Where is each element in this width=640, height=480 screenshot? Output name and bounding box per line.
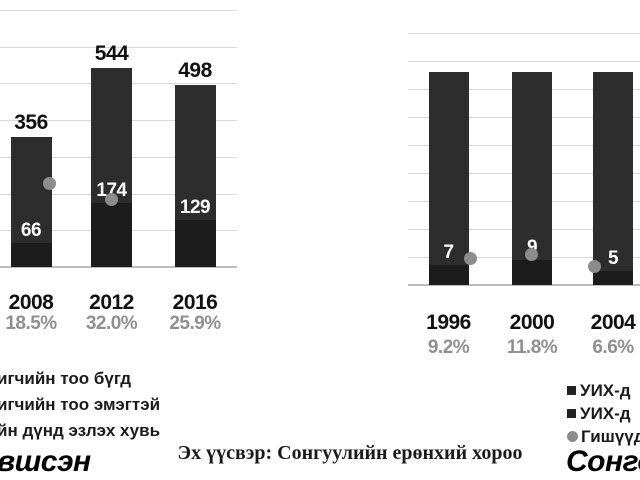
bar-female-segment-2008 <box>10 242 52 267</box>
x-axis-percent-label: 9.2% <box>427 337 470 358</box>
square-marker-icon <box>567 409 576 418</box>
legend-item-share-label: Гишүүд <box>581 426 640 446</box>
legend-item-female: игчийн тоо эмэгтэй <box>0 395 160 421</box>
bar-inner-value-label: 129 <box>179 196 211 218</box>
bar-female-segment-2012 <box>91 203 132 267</box>
square-marker-icon <box>567 386 576 395</box>
gridline <box>408 61 640 62</box>
x-axis-percent-label: 32.0% <box>85 313 138 334</box>
gridline <box>0 46 237 48</box>
gridline <box>0 10 237 11</box>
gridline <box>408 33 640 34</box>
x-axis-percent-label: 6.6% <box>592 337 634 358</box>
share-dot <box>524 247 538 261</box>
legend-item-total: УИХ-д <box>567 379 640 402</box>
source-note: Эх үүсвэр: Сонгуулийн ерөнхий хороо <box>177 442 523 464</box>
share-dot <box>104 192 118 206</box>
x-axis-year-label: 2012 <box>89 291 134 314</box>
bar-inner-value-label: 7 <box>443 242 454 264</box>
bar-total-2008 <box>10 136 52 267</box>
bar-inner-value-label: 5 <box>607 248 619 269</box>
x-axis-year-label: 2008 <box>8 291 54 314</box>
share-dot <box>42 176 56 190</box>
legend-item-female-label: игчийн тоо эмэгтэй <box>0 395 161 414</box>
share-dot <box>587 259 601 273</box>
legend-item-female: УИХ-д <box>567 402 640 425</box>
legend-item-total: игчийн тоо бүгд <box>0 369 160 395</box>
bar-total-2004 <box>593 72 633 285</box>
bar-female-segment-2000 <box>512 259 552 285</box>
bar-total-value-label: 356 <box>14 110 48 134</box>
left-section-title: вшсэн <box>0 445 91 478</box>
x-axis-line <box>408 284 640 286</box>
x-axis-percent-label: 18.5% <box>5 313 57 334</box>
bar-female-segment-2016 <box>174 219 216 267</box>
x-axis-year-label: 2004 <box>590 311 636 334</box>
bar-female-segment-2004 <box>593 270 633 285</box>
right-section-title: Сонго <box>566 445 640 478</box>
legend-item-share: йн дүнд эзлэх хувь <box>0 421 160 447</box>
x-axis-percent-label: 11.8% <box>506 337 558 358</box>
bar-inner-value-label: 174 <box>96 180 127 202</box>
bar-inner-value-label: 66 <box>20 219 42 241</box>
legend-item-share-label: йн дүнд эзлэх хувь <box>0 421 161 440</box>
legend-item-share: Гишүүд <box>567 425 640 448</box>
legend-item-female-label: УИХ-д <box>580 403 631 423</box>
x-axis-line <box>0 266 237 268</box>
legend-item-total-label: игчийн тоо бүгд <box>0 369 132 388</box>
bar-total-value-label: 544 <box>94 41 129 65</box>
bar-total-2016 <box>174 84 216 267</box>
legend-left: игчийн тоо бүгд игчийн тоо эмэгтэй йн дү… <box>0 369 160 447</box>
bar-total-2012 <box>91 67 132 267</box>
bar-total-1996 <box>428 72 469 285</box>
bar-inner-value-label: 9 <box>492 237 572 259</box>
x-axis-percent-label: 25.9% <box>169 313 221 334</box>
share-dot <box>463 251 477 265</box>
circle-marker-icon <box>567 431 578 442</box>
x-axis-year-label: 2016 <box>172 291 218 314</box>
legend-right: УИХ-д УИХ-д Гишүүд <box>567 379 640 448</box>
legend-item-total-label: УИХ-д <box>580 380 631 400</box>
x-axis-year-label: 1996 <box>426 311 471 334</box>
x-axis-year-label: 2000 <box>509 311 555 334</box>
bar-total-value-label: 498 <box>178 58 212 82</box>
bar-female-segment-1996 <box>428 265 469 285</box>
